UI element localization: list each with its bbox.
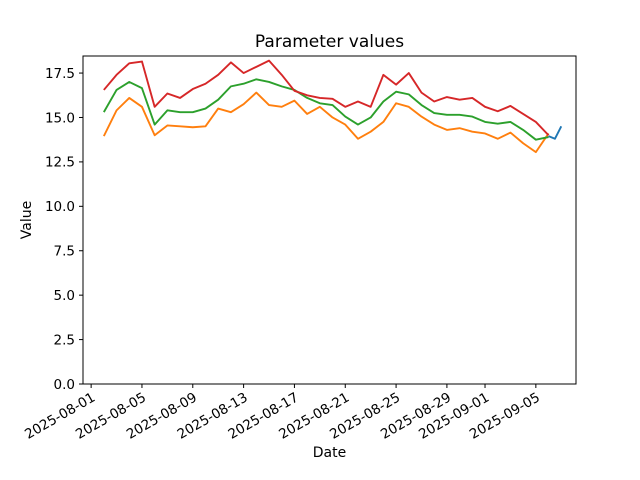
series-line-red [103, 59, 550, 136]
series-lines [102, 59, 563, 154]
chart-title: Parameter values [255, 32, 404, 52]
y-tick-label: 7.5 [54, 244, 75, 260]
y-tick-label: 12.5 [45, 155, 75, 171]
y-tick-label: 0.0 [54, 377, 75, 393]
x-axis-label: Date [313, 445, 346, 461]
plot-border [82, 55, 577, 385]
series-line-blue [548, 125, 563, 140]
series-line-green [103, 78, 549, 141]
y-axis-label: Value [19, 201, 35, 239]
y-tick-label: 17.5 [45, 66, 75, 82]
y-tick-label: 2.5 [54, 332, 75, 348]
y-tick-label: 10.0 [45, 199, 75, 215]
series-line-orange [102, 91, 550, 154]
y-tick-label: 5.0 [54, 288, 75, 304]
y-tick-label: 15.0 [45, 110, 75, 126]
